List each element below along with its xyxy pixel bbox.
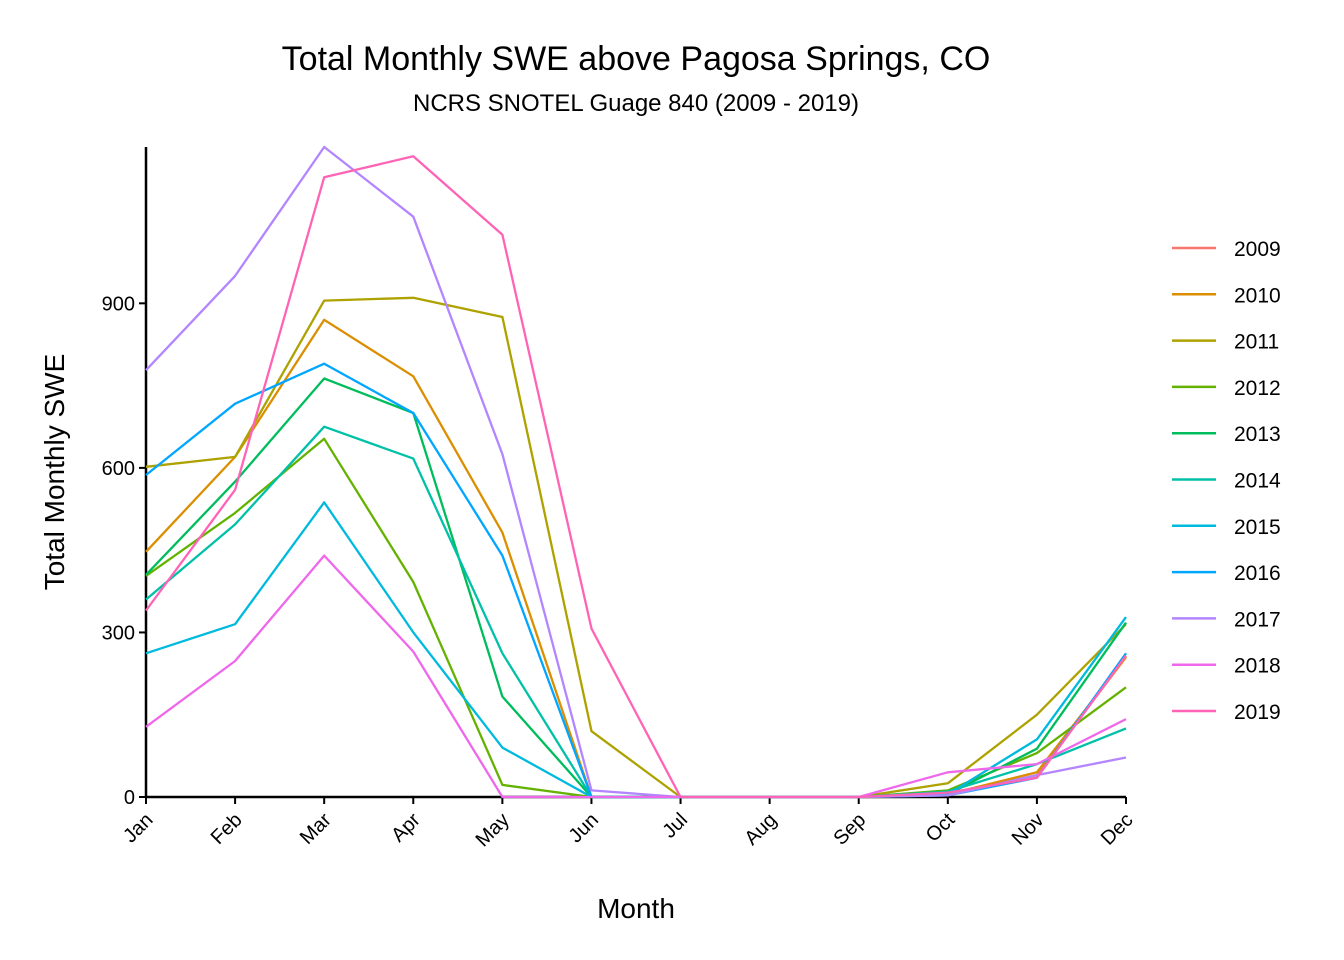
series-2019 <box>145 155 1127 799</box>
legend-item-2015: 2015 <box>1172 516 1281 539</box>
legend-item-2019: 2019 <box>1172 701 1281 724</box>
series-line <box>145 145 1127 799</box>
legend-item-2014: 2014 <box>1172 470 1281 493</box>
legend-item-2011: 2011 <box>1172 331 1279 354</box>
plot-area: 0 300 600 900 Jan Feb Mar Apr May Jun Jul Aug Sep Oct… <box>102 145 1138 851</box>
series-2015 <box>145 501 1127 799</box>
x-tick-label: Mar <box>296 809 336 849</box>
series-2012 <box>145 437 1127 799</box>
legend-label: 2009 <box>1234 238 1281 261</box>
series-2018 <box>145 554 1127 799</box>
x-tick-label: Jul <box>658 809 692 843</box>
series-2017 <box>145 145 1127 799</box>
series-line <box>145 296 1127 799</box>
series-line <box>145 318 1127 799</box>
x-tick-label: Jun <box>565 809 603 847</box>
x-axis-title: Month <box>597 893 675 924</box>
legend-label: 2012 <box>1234 377 1281 400</box>
legend: 2009 2010 2011 2012 2013 2014 2015 2016 2017 2018… <box>1172 238 1281 724</box>
legend-label: 2018 <box>1234 655 1281 678</box>
series-2011 <box>145 296 1127 799</box>
y-tick-label: 900 <box>102 293 135 315</box>
series-2016 <box>145 362 1127 799</box>
legend-item-2018: 2018 <box>1172 655 1281 678</box>
series-line <box>145 362 1127 799</box>
x-tick-label: Dec <box>1097 809 1138 850</box>
y-tick-label: 300 <box>102 622 135 644</box>
series-2014 <box>145 425 1127 799</box>
legend-label: 2011 <box>1234 331 1279 354</box>
series-line <box>145 155 1127 799</box>
x-tick-label: Feb <box>207 809 247 849</box>
x-tick-label: Sep <box>830 809 871 850</box>
chart-subtitle: NCRS SNOTEL Guage 840 (2009 - 2019) <box>413 90 859 117</box>
y-axis-title: Total Monthly SWE <box>39 354 70 591</box>
legend-label: 2014 <box>1234 470 1281 493</box>
x-tick-label: Oct <box>922 809 960 847</box>
x-tick-label: Apr <box>387 809 425 847</box>
legend-label: 2019 <box>1234 701 1281 724</box>
legend-item-2010: 2010 <box>1172 284 1281 307</box>
legend-item-2013: 2013 <box>1172 423 1281 446</box>
x-tick-label: Jan <box>119 809 157 847</box>
series-line <box>145 377 1127 799</box>
legend-item-2009: 2009 <box>1172 238 1281 261</box>
x-tick-label: Aug <box>740 809 781 850</box>
y-tick-label: 600 <box>102 458 135 480</box>
series-line <box>145 437 1127 799</box>
legend-item-2017: 2017 <box>1172 608 1281 631</box>
legend-item-2012: 2012 <box>1172 377 1281 400</box>
chart-title: Total Monthly SWE above Pagosa Springs, … <box>282 40 991 78</box>
x-tick-label: May <box>472 809 514 851</box>
legend-label: 2010 <box>1234 284 1281 307</box>
legend-label: 2015 <box>1234 516 1281 539</box>
series-line <box>145 501 1127 799</box>
series-2010 <box>145 318 1127 799</box>
x-tick-label: Nov <box>1008 809 1049 850</box>
series-line <box>145 554 1127 799</box>
series-2013 <box>145 377 1127 799</box>
legend-label: 2013 <box>1234 423 1281 446</box>
y-tick-label: 0 <box>124 787 135 809</box>
legend-label: 2016 <box>1234 562 1281 585</box>
legend-item-2016: 2016 <box>1172 562 1281 585</box>
series-line <box>145 425 1127 799</box>
legend-label: 2017 <box>1234 608 1281 631</box>
